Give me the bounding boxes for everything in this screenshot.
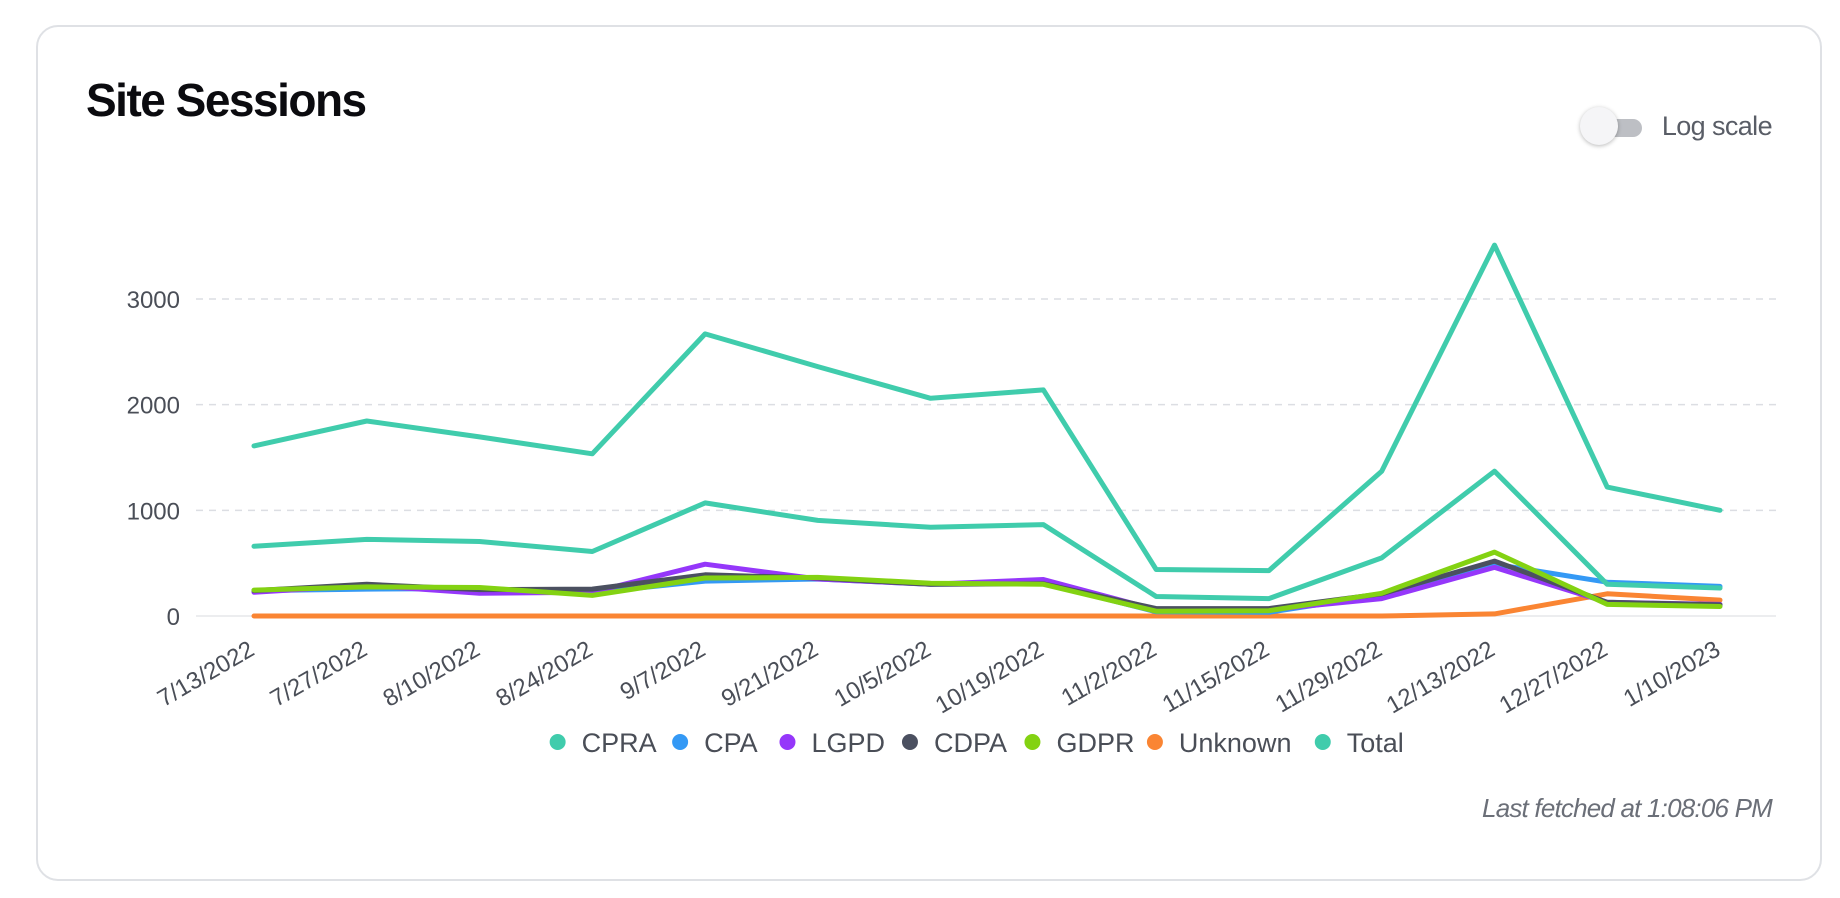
y-tick-label: 3000 — [127, 287, 180, 314]
legend-label-total: Total — [1347, 728, 1404, 758]
series-line-unknown — [251, 591, 1723, 619]
x-tick-label: 10/19/2022 — [931, 636, 1049, 719]
legend-label-cdpa: CDPA — [934, 728, 1007, 758]
x-tick-label: 11/15/2022 — [1158, 636, 1274, 719]
log-scale-toggle[interactable] — [1579, 106, 1642, 145]
legend-label-cpa: CPA — [704, 728, 758, 758]
last-fetched-text: Last fetched at 1:08:06 PM — [1482, 793, 1773, 823]
x-tick-label: 11/2/2022 — [1057, 636, 1161, 712]
chart-card: Site Sessions Log scale Last fetched at … — [36, 25, 1822, 881]
legend-item-cdpa[interactable]: CDPA — [901, 728, 1007, 758]
legend-item-cpra[interactable]: CPRA — [549, 728, 657, 758]
legend-marker-cdpa — [901, 734, 918, 750]
legend: CPRA CPA LGPD CDPA GDPR Unknown Total — [549, 728, 1404, 758]
legend-marker-cpa — [672, 734, 689, 750]
x-axis: 7/13/2022 7/27/2022 8/10/2022 8/24/2022 9/7/… — [153, 636, 1725, 719]
x-tick-label: 7/13/2022 — [153, 636, 259, 713]
chart-title: Site Sessions — [86, 74, 367, 126]
y-axis: 0 1000 2000 3000 — [127, 287, 180, 631]
x-tick-label: 8/10/2022 — [379, 636, 485, 713]
x-tick-label: 7/27/2022 — [266, 636, 372, 713]
legend-item-cpa[interactable]: CPA — [672, 728, 758, 758]
y-tick-label: 1000 — [127, 498, 180, 525]
x-tick-label: 12/13/2022 — [1382, 636, 1500, 719]
legend-label-cpra: CPRA — [582, 728, 657, 758]
legend-marker-gdpr — [1024, 734, 1041, 750]
y-tick-label: 0 — [167, 604, 180, 631]
log-scale-label: Log scale — [1661, 111, 1773, 141]
x-tick-label: 11/29/2022 — [1271, 636, 1387, 719]
legend-item-unknown[interactable]: Unknown — [1146, 728, 1292, 758]
legend-item-lgpd[interactable]: LGPD — [779, 728, 885, 758]
legend-item-total[interactable]: Total — [1314, 728, 1404, 758]
x-tick-label: 9/21/2022 — [717, 636, 823, 713]
legend-marker-total — [1314, 734, 1331, 750]
legend-marker-lgpd — [779, 734, 796, 750]
legend-label-lgpd: LGPD — [811, 728, 885, 758]
x-tick-label: 10/5/2022 — [830, 636, 936, 713]
series-line-gdpr — [251, 549, 1723, 614]
legend-label-gdpr: GDPR — [1056, 728, 1134, 758]
series-line-total — [251, 242, 1723, 574]
x-tick-label: 1/10/2023 — [1619, 636, 1725, 713]
x-tick-label: 12/27/2022 — [1495, 636, 1613, 719]
y-tick-label: 2000 — [127, 393, 180, 420]
log-scale-control: Log scale — [1579, 106, 1773, 145]
toggle-knob[interactable] — [1579, 106, 1618, 145]
x-tick-label: 8/24/2022 — [491, 636, 597, 713]
legend-marker-cpra — [549, 734, 566, 750]
legend-marker-unknown — [1146, 734, 1163, 750]
x-tick-label: 9/7/2022 — [616, 636, 710, 706]
series-line-cpra — [251, 468, 1723, 602]
series-lines — [251, 242, 1723, 619]
legend-label-unknown: Unknown — [1179, 728, 1292, 758]
legend-item-gdpr[interactable]: GDPR — [1024, 728, 1134, 758]
